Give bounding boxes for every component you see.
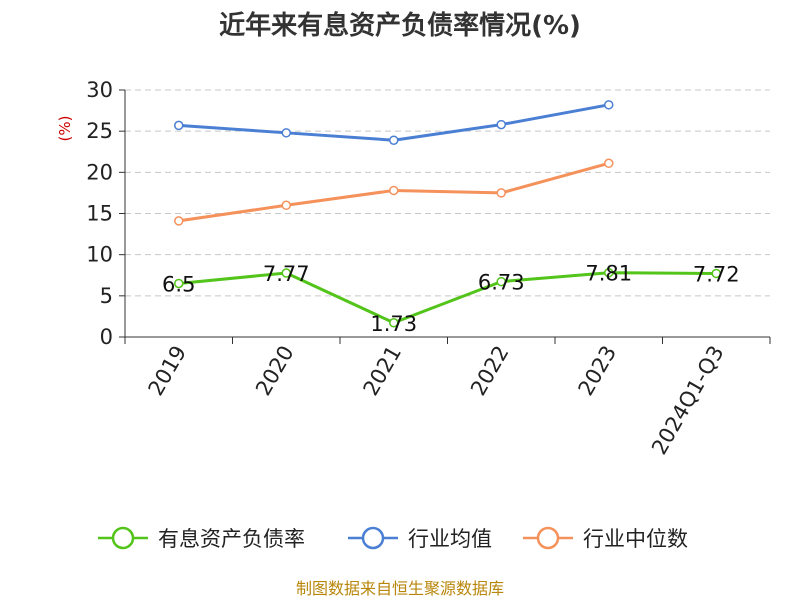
y-tick-label: 20	[86, 160, 113, 184]
data-label: 7.81	[585, 262, 632, 286]
data-point[interactable]	[281, 200, 291, 211]
y-tick-label: 30	[86, 78, 113, 102]
data-point[interactable]	[389, 135, 399, 145]
legend-label: 有息资产负债率	[158, 527, 305, 551]
data-point[interactable]	[281, 128, 291, 138]
legend-item[interactable]: 行业均值	[348, 526, 492, 551]
data-label: 7.77	[263, 262, 310, 286]
data-point[interactable]	[174, 278, 184, 289]
y-tick-label: 5	[100, 284, 113, 308]
data-point[interactable]	[496, 119, 506, 130]
legend-label: 行业均值	[408, 527, 492, 551]
data-label: 7.72	[693, 262, 740, 286]
x-tick-label: 2021	[359, 342, 407, 400]
y-axis-label: (%)	[56, 116, 74, 142]
series-line-0	[178, 271, 717, 325]
data-point[interactable]	[281, 268, 291, 278]
data-point[interactable]	[604, 158, 614, 169]
data-point[interactable]	[604, 267, 614, 278]
data-point[interactable]	[496, 188, 506, 198]
x-tick-label: 2023	[574, 342, 622, 400]
data-point[interactable]	[389, 318, 399, 328]
legend-item[interactable]: 行业中位数	[523, 526, 688, 551]
data-label: 1.73	[370, 312, 417, 336]
data-point[interactable]	[174, 120, 184, 131]
series-group	[174, 100, 721, 328]
y-tick-label: 25	[86, 119, 113, 143]
series-line-1	[178, 103, 610, 142]
y-tick-label: 15	[86, 202, 113, 226]
x-tick-label: 2022	[466, 342, 514, 400]
source-note: 制图数据来自恒生聚源数据库	[296, 579, 504, 598]
legend-marker	[111, 526, 135, 550]
legend-label: 行业中位数	[583, 527, 688, 551]
data-point[interactable]	[604, 100, 614, 110]
x-tick-label: 2019	[144, 342, 192, 400]
data-point[interactable]	[496, 276, 506, 287]
legend[interactable]: 有息资产负债率 行业均值 行业中位数	[98, 526, 688, 551]
y-tick-label: 10	[86, 243, 113, 267]
data-label: 6.5	[162, 272, 195, 296]
chart-title: 近年来有息资产负债率情况(%)	[219, 10, 581, 41]
legend-marker	[536, 526, 560, 550]
legend-item[interactable]: 有息资产负债率	[98, 526, 305, 551]
legend-marker	[361, 526, 385, 550]
data-point[interactable]	[389, 185, 399, 196]
data-point[interactable]	[174, 216, 184, 226]
data-label: 6.73	[478, 271, 525, 295]
x-tick-label: 2024Q1-Q3	[647, 342, 729, 459]
data-labels: 6.5 7.77 1.73 6.73 7.81 7.72	[162, 262, 740, 336]
y-tick-label: 0	[100, 325, 113, 349]
x-tick-label: 2020	[251, 342, 299, 400]
data-point[interactable]	[711, 268, 721, 279]
